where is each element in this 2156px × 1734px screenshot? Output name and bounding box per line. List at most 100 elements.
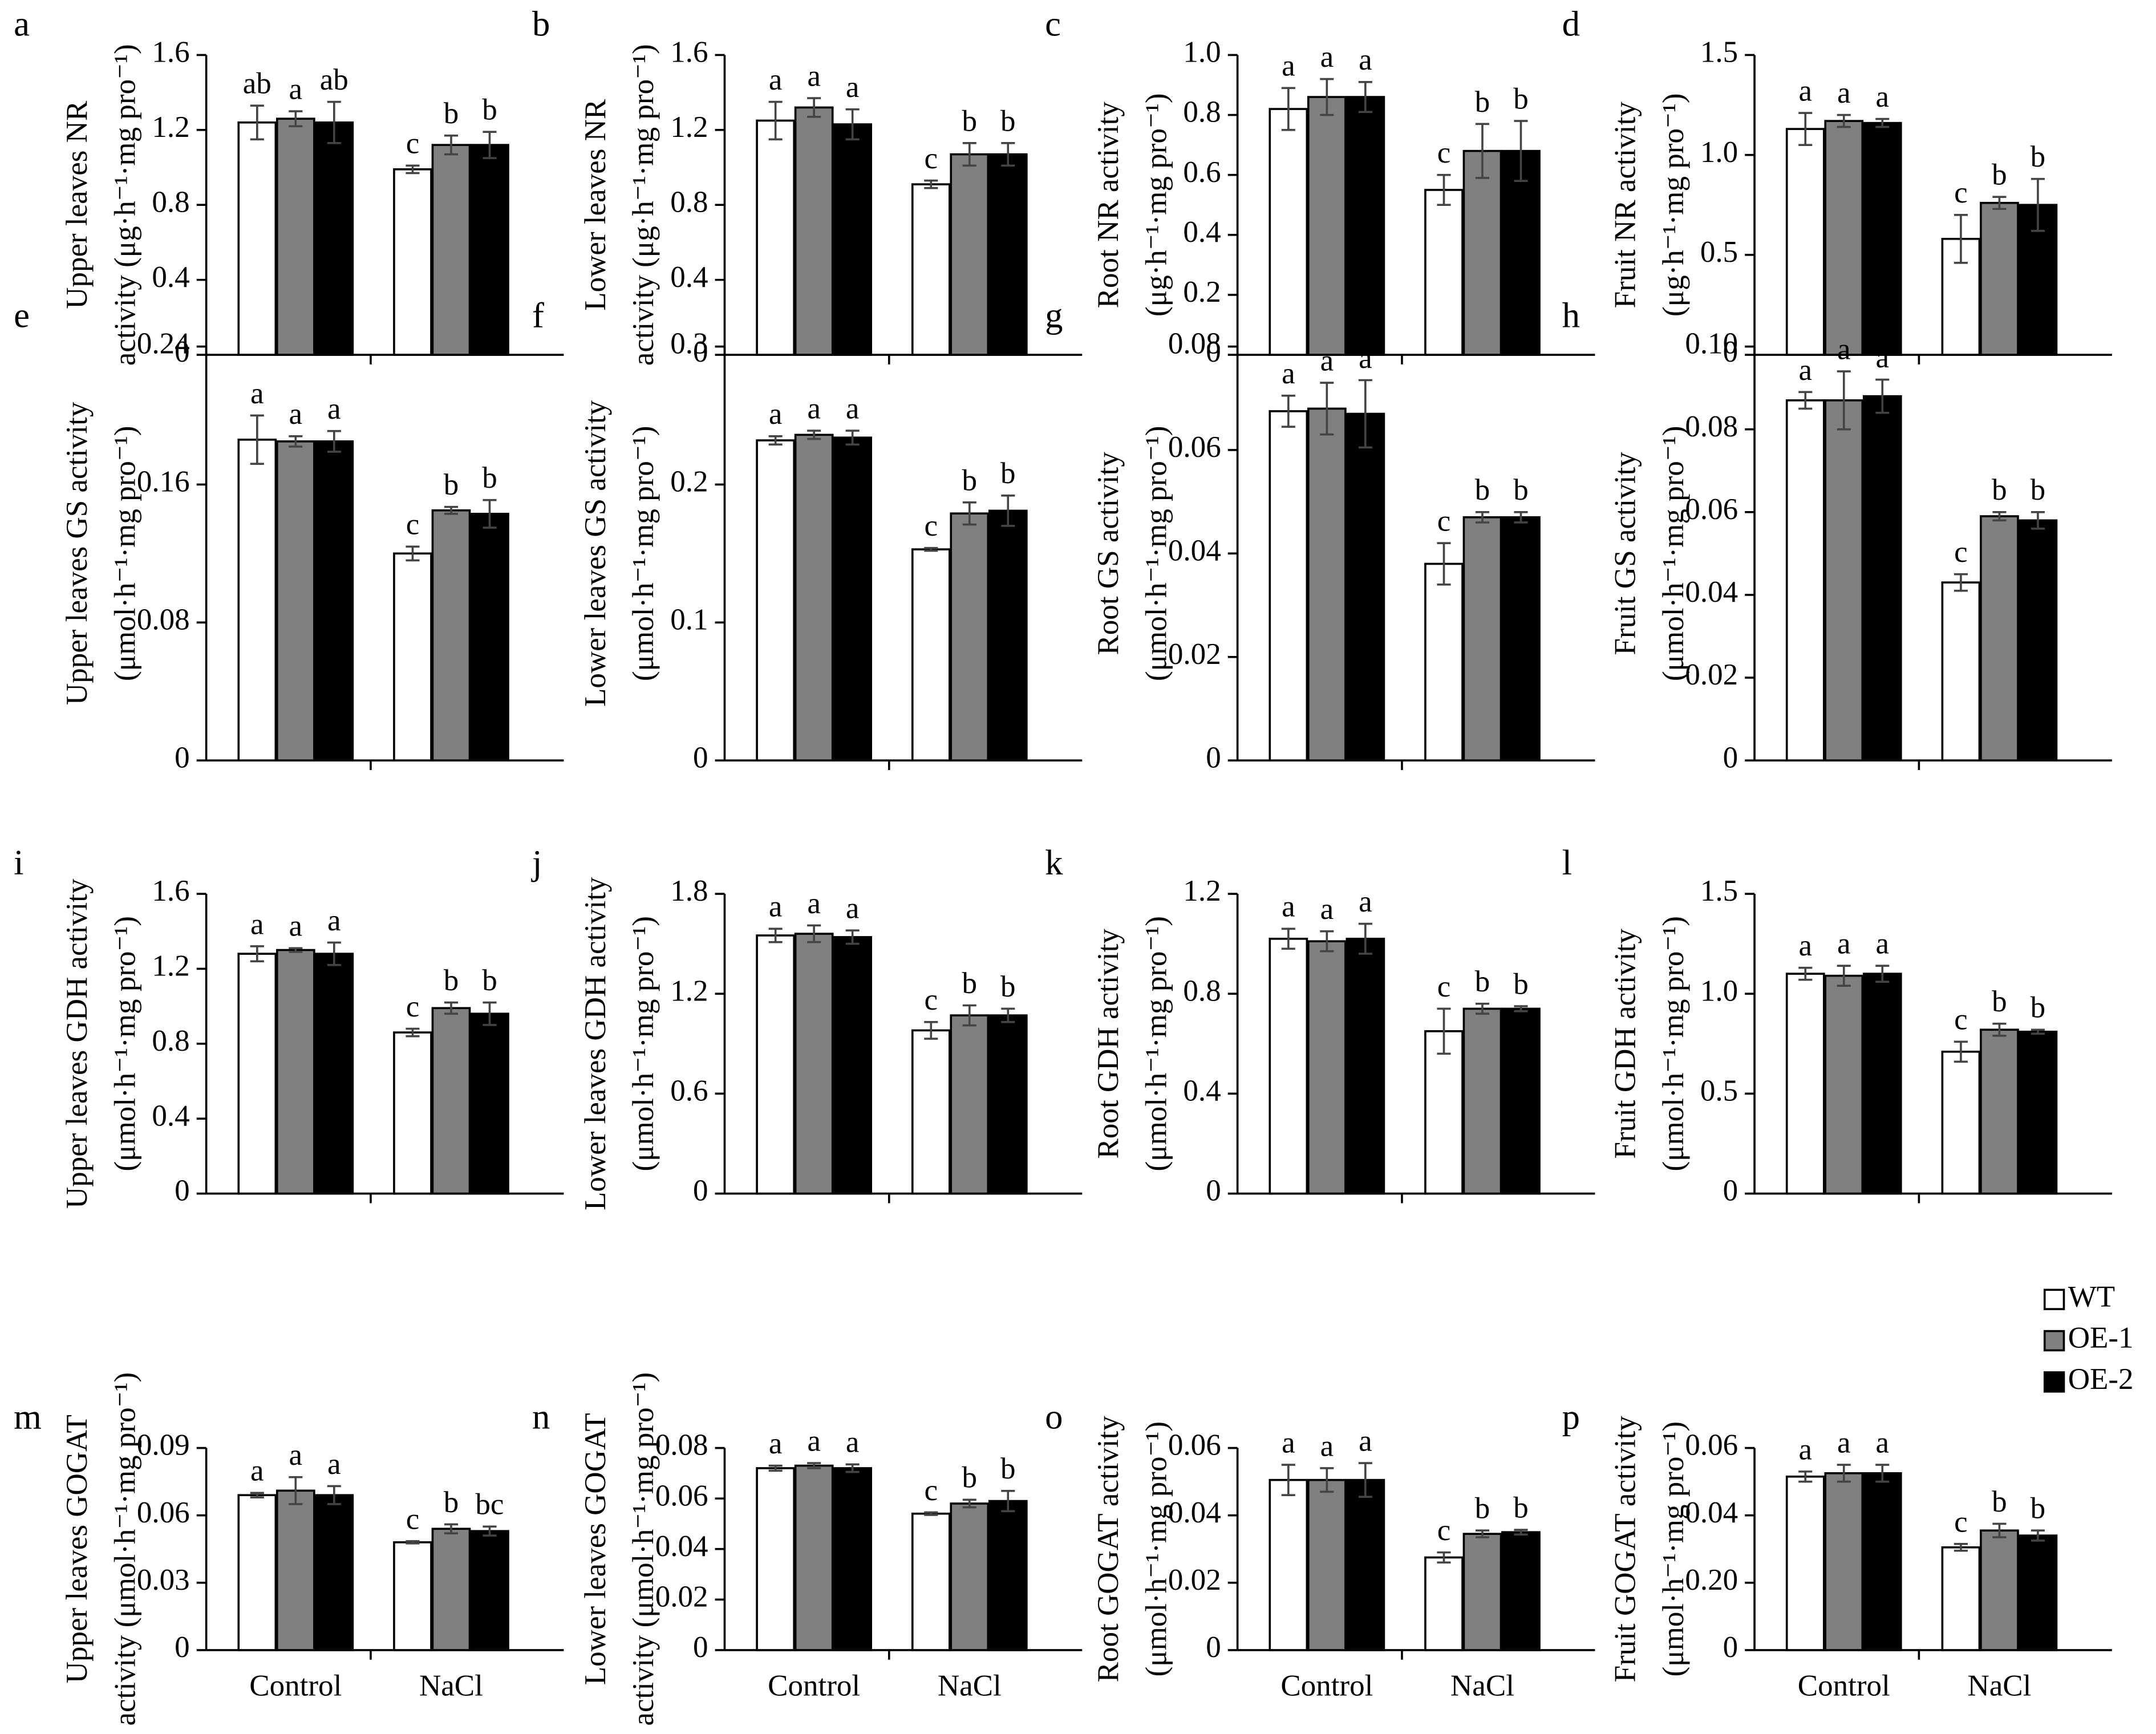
- bar: [393, 552, 432, 761]
- bar: [237, 439, 277, 761]
- bar: [431, 1528, 471, 1651]
- y-tick-label: 0.6: [1183, 156, 1221, 189]
- significance-letter: a: [1799, 1433, 1813, 1466]
- bar: [431, 1007, 471, 1195]
- y-axis-label: activity (μg·h⁻¹·mg pro⁻¹): [627, 44, 660, 366]
- y-tick-label: 0.02: [1685, 658, 1738, 691]
- y-tick-label: 0.8: [670, 185, 708, 218]
- bar: [756, 439, 795, 761]
- y-tick-label: 0: [1206, 1631, 1221, 1664]
- significance-letter: a: [327, 392, 341, 426]
- y-axis-label: Root GOGAT activity: [1092, 1416, 1125, 1683]
- significance-letter: b: [1513, 1491, 1529, 1524]
- significance-letter: a: [1876, 927, 1890, 961]
- y-tick-label: 0: [693, 1174, 708, 1208]
- significance-letter: a: [1359, 43, 1372, 76]
- significance-letter: c: [406, 1502, 420, 1536]
- y-axis-label: (μmol·h⁻¹·mg pro⁻¹): [108, 916, 141, 1171]
- significance-letter: b: [1513, 968, 1529, 1001]
- bar: [1307, 940, 1347, 1195]
- bar: [1824, 1472, 1864, 1651]
- bar: [275, 949, 315, 1195]
- bar: [1424, 1556, 1464, 1651]
- y-tick-label: 1.6: [670, 36, 708, 69]
- x-tick-label: NaCl: [1450, 1670, 1514, 1703]
- panel-label: m: [14, 1397, 42, 1437]
- bar: [431, 509, 471, 761]
- bar: [1862, 1472, 1902, 1651]
- y-axis-label: Root GDH activity: [1092, 929, 1125, 1159]
- significance-letter: b: [1513, 83, 1529, 116]
- significance-letter: b: [1992, 159, 2007, 192]
- significance-letter: b: [1475, 965, 1490, 998]
- y-tick-label: 0.08: [1685, 410, 1738, 443]
- legend-label: OE-1: [2068, 1322, 2134, 1355]
- y-tick-label: 0: [1723, 335, 1738, 368]
- y-tick-label: 0.4: [670, 261, 708, 294]
- y-tick-label: 0: [175, 1631, 190, 1664]
- y-tick-label: 0.2: [670, 465, 708, 499]
- y-tick-label: 1.2: [152, 950, 189, 983]
- y-tick-label: 0.8: [152, 185, 189, 218]
- y-tick-label: 0: [1206, 741, 1221, 774]
- bar: [237, 1494, 277, 1651]
- panel-label: g: [1045, 295, 1063, 335]
- y-tick-label: 0.06: [1685, 1429, 1738, 1462]
- significance-letter: b: [482, 461, 497, 495]
- y-tick-label: 0.02: [1168, 1563, 1221, 1597]
- significance-letter: a: [1359, 1425, 1372, 1458]
- significance-letter: b: [482, 964, 497, 997]
- significance-letter: ab: [320, 63, 348, 96]
- bar: [1307, 1478, 1347, 1651]
- y-tick-label: 0.5: [1700, 1075, 1738, 1108]
- significance-letter: a: [807, 1425, 821, 1458]
- y-axis-label: (μg·h⁻¹·mg pro⁻¹): [1657, 93, 1690, 316]
- y-tick-label: 1.6: [152, 874, 189, 907]
- significance-letter: b: [2031, 991, 2046, 1024]
- significance-letter: b: [1992, 1485, 2007, 1518]
- y-tick-label: 1.2: [670, 974, 708, 1007]
- y-tick-label: 0.08: [137, 603, 190, 636]
- significance-letter: b: [1992, 473, 2007, 507]
- significance-letter: a: [807, 887, 821, 920]
- bar: [988, 509, 1028, 761]
- bar: [1980, 1028, 2019, 1195]
- y-axis-label: Upper leaves GDH activity: [60, 878, 94, 1209]
- bar: [1346, 938, 1385, 1195]
- significance-letter: c: [925, 1474, 938, 1507]
- bar: [237, 121, 277, 356]
- y-axis-label: Root GS activity: [1092, 452, 1125, 655]
- significance-letter: c: [1954, 176, 1968, 209]
- significance-letter: a: [1320, 1429, 1334, 1462]
- significance-letter: a: [1837, 927, 1851, 961]
- bar: [275, 440, 315, 761]
- bar: [1501, 1007, 1541, 1195]
- significance-letter: b: [2031, 473, 2046, 507]
- y-tick-label: 0: [175, 741, 190, 774]
- significance-letter: a: [250, 907, 264, 941]
- significance-letter: c: [1954, 1003, 1968, 1036]
- bar: [393, 1031, 432, 1195]
- y-axis-label: (μmol·h⁻¹·mg pro⁻¹): [1657, 1421, 1690, 1676]
- bar: [1269, 410, 1308, 761]
- significance-letter: a: [289, 910, 303, 943]
- significance-letter: a: [769, 398, 783, 431]
- bar: [1824, 399, 1864, 761]
- bar: [314, 121, 354, 356]
- significance-letter: a: [846, 892, 860, 925]
- y-tick-label: 0.02: [655, 1580, 708, 1613]
- bar: [794, 434, 834, 761]
- significance-letter: a: [807, 392, 821, 426]
- panel-label: l: [1562, 842, 1572, 882]
- panel-label: a: [14, 4, 30, 44]
- y-tick-label: 0.02: [1168, 638, 1221, 671]
- legend-label: OE-2: [2068, 1363, 2134, 1396]
- x-tick-label: NaCl: [419, 1670, 483, 1703]
- y-axis-label: Fruit GS activity: [1608, 452, 1642, 655]
- bar: [1501, 1531, 1541, 1651]
- bar: [1424, 189, 1464, 356]
- y-tick-label: 0.4: [152, 1099, 189, 1132]
- y-tick-label: 0.06: [1168, 431, 1221, 464]
- bar: [1346, 1478, 1385, 1651]
- significance-letter: c: [1954, 536, 1968, 569]
